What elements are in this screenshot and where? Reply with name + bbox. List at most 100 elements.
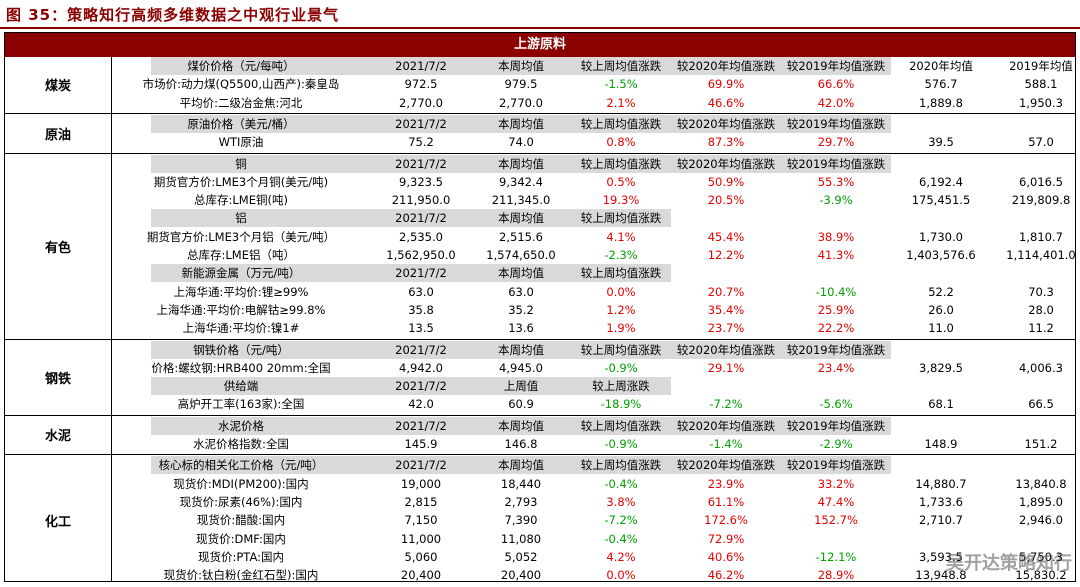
cell-c3: 0.0% [606,284,636,299]
table-subheader-row: 煤价价格（元/每吨） 2021/7/2 本周均值 较上周均值涨跌 较2020年均值涨跌较… [111,57,1075,75]
cell-c7 [991,209,1080,227]
cell-c5: 66.6% [817,77,855,92]
cell-c7: 588.1 [1024,77,1058,92]
cell-lbl: 上海华通:平均价:锂≥99% [173,284,309,299]
cell-c6: 14,880.7 [915,476,967,491]
cell-c6: 39.5 [928,135,954,150]
cell-c7 [991,115,1080,133]
table-row: 上海华通:平均价:电解钴≥99.8% 35.8 35.2 1.2% 35.4% 25.9%… [111,301,1075,319]
cell-c3: 较上周均值涨跌 [580,266,662,281]
cell-lbl: 现货价:醋酸:国内 [196,513,286,528]
cell-c4 [671,209,781,227]
cell-c5 [781,530,891,548]
cell-c2: 35.2 [508,302,534,317]
cell-c2: 146.8 [504,437,538,451]
cell-c2: 5,052 [504,549,538,564]
table-row: 现货价:钛白粉(金红石型):国内 20,400 20,400 0.0% 46.2% 28.… [111,566,1075,584]
cell-c3: 1.2% [606,302,636,317]
cell-lbl: 现货价:PTA:国内 [198,549,284,564]
cell-c7 [991,377,1080,395]
cell-c3: 4.2% [606,549,636,564]
cell-c4: 20.7% [707,284,745,299]
cell-lbl: 现货价:MDI(PM200):国内 [173,476,309,491]
cell-c7: 1,950.3 [1019,95,1063,110]
cell-c3: 较上周均值涨跌 [580,211,662,226]
cell-c4: 较2020年均值涨跌 [676,418,776,433]
cell-c3: 0.0% [606,568,636,583]
cell-lbl: 钢铁价格（元/吨） [193,342,289,357]
section-divider [5,338,1075,340]
cell-c4: 69.9% [707,77,745,92]
cell-c7 [991,341,1080,359]
cell-c4: 较2020年均值涨跌 [676,156,776,171]
cell-c5: 29.7% [817,135,855,150]
cell-c7: 1,895.0 [1019,494,1063,509]
table-row: WTI原油 75.2 74.0 0.8% 87.3% 29.7% 39.5 57.0 [111,133,1075,151]
cell-c2: 本周均值 [498,156,544,171]
cell-c3: -2.3% [604,248,638,262]
section-divider [5,414,1075,416]
cell-c7: 2,946.0 [1019,513,1063,528]
table-row: 价格:螺纹钢:HRB400 20mm:全国 4,942.0 4,945.0 -0.9%… [111,359,1075,377]
cell-c5: 38.9% [817,229,855,244]
cell-c3: 2.1% [606,95,636,110]
cell-c5: 较2019年均值涨跌 [786,418,886,433]
cell-c1: 2,535.0 [399,229,443,244]
cell-c3: 0.8% [606,135,636,150]
cell-c3: -0.9% [604,437,638,451]
cell-c2: 11,080 [500,531,542,546]
cell-c6: 3,593.5 [919,549,963,564]
watermark: 吴开达策略知行 [946,553,1072,574]
cell-c7: 11.2 [1028,321,1054,336]
cell-c2: 2,515.6 [499,229,543,244]
cell-c7: 219,809.8 [1011,193,1071,208]
cell-lbl: 上海华通:平均价:电解钴≥99.8% [156,302,326,317]
table-subheader-row: 水泥价格 2021/7/2 本周均值 较上周均值涨跌 较2020年均值涨跌 较2019年均… [111,416,1075,435]
category-divider [111,57,112,581]
cell-c4: -1.4% [709,437,743,451]
cell-c1: 7,150 [404,513,438,528]
cell-c4: 23.9% [707,476,745,491]
cell-c5: -10.4% [815,284,857,299]
cell-c1: 2021/7/2 [395,116,447,131]
cell-c2: 本周均值 [498,458,544,473]
cell-c1: 13.5 [408,321,434,336]
cell-c1: 2021/7/2 [395,458,447,473]
cell-lbl: 新能源金属（万元/吨） [181,266,301,281]
cell-c2: 本周均值 [498,418,544,433]
table-row: 现货价:醋酸:国内 7,150 7,390 -7.2% 172.6% 152.7% 2,71… [111,511,1075,529]
cell-c7: 28.0 [1028,302,1054,317]
category-label: 化工 [44,514,71,530]
cell-c6: 1,403,576.6 [906,248,976,262]
cell-c6: 148.9 [924,437,958,451]
table-row: 期货官方价:LME3个月铝（美元/吨） 2,535.0 2,515.6 4.1% 45.… [111,228,1075,246]
cell-c1: 63.0 [408,284,434,299]
cell-c4: 35.4% [707,302,745,317]
cell-c7: 2019年均值 [1009,59,1073,73]
cell-c2: 63.0 [508,284,534,299]
cell-c6: 175,451.5 [911,193,971,208]
cell-lbl: 供给端 [223,379,259,394]
cell-c3: 19.3% [602,193,640,208]
cell-c7: 13,840.8 [1015,476,1067,491]
cell-c3: -0.9% [604,360,638,375]
cell-c4: 29.1% [707,360,745,375]
cell-c4: 172.6% [704,513,748,528]
cell-lbl: 现货价:钛白粉(金红石型):国内 [163,568,319,583]
cell-c6 [891,341,991,359]
cell-c6: 13,948.8 [915,568,967,583]
cell-c1: 2,770.0 [399,95,443,110]
cell-c2: 本周均值 [498,211,544,226]
cell-c6: 2,710.7 [919,513,963,528]
cell-c5: 23.4% [817,360,855,375]
cell-c4: 72.9% [707,531,745,546]
cell-c1: 9,323.5 [399,174,443,189]
cell-c5 [781,209,891,227]
cell-c6: 11.0 [928,321,954,336]
cell-c7: 57.0 [1028,135,1054,150]
cell-lbl: 总库存:LME铜(吨) [194,193,288,208]
cell-c2: 2,770.0 [499,95,543,110]
cell-c3: -1.5% [604,77,638,92]
cell-c2: 20,400 [500,568,542,583]
cell-c2: 本周均值 [498,116,544,131]
